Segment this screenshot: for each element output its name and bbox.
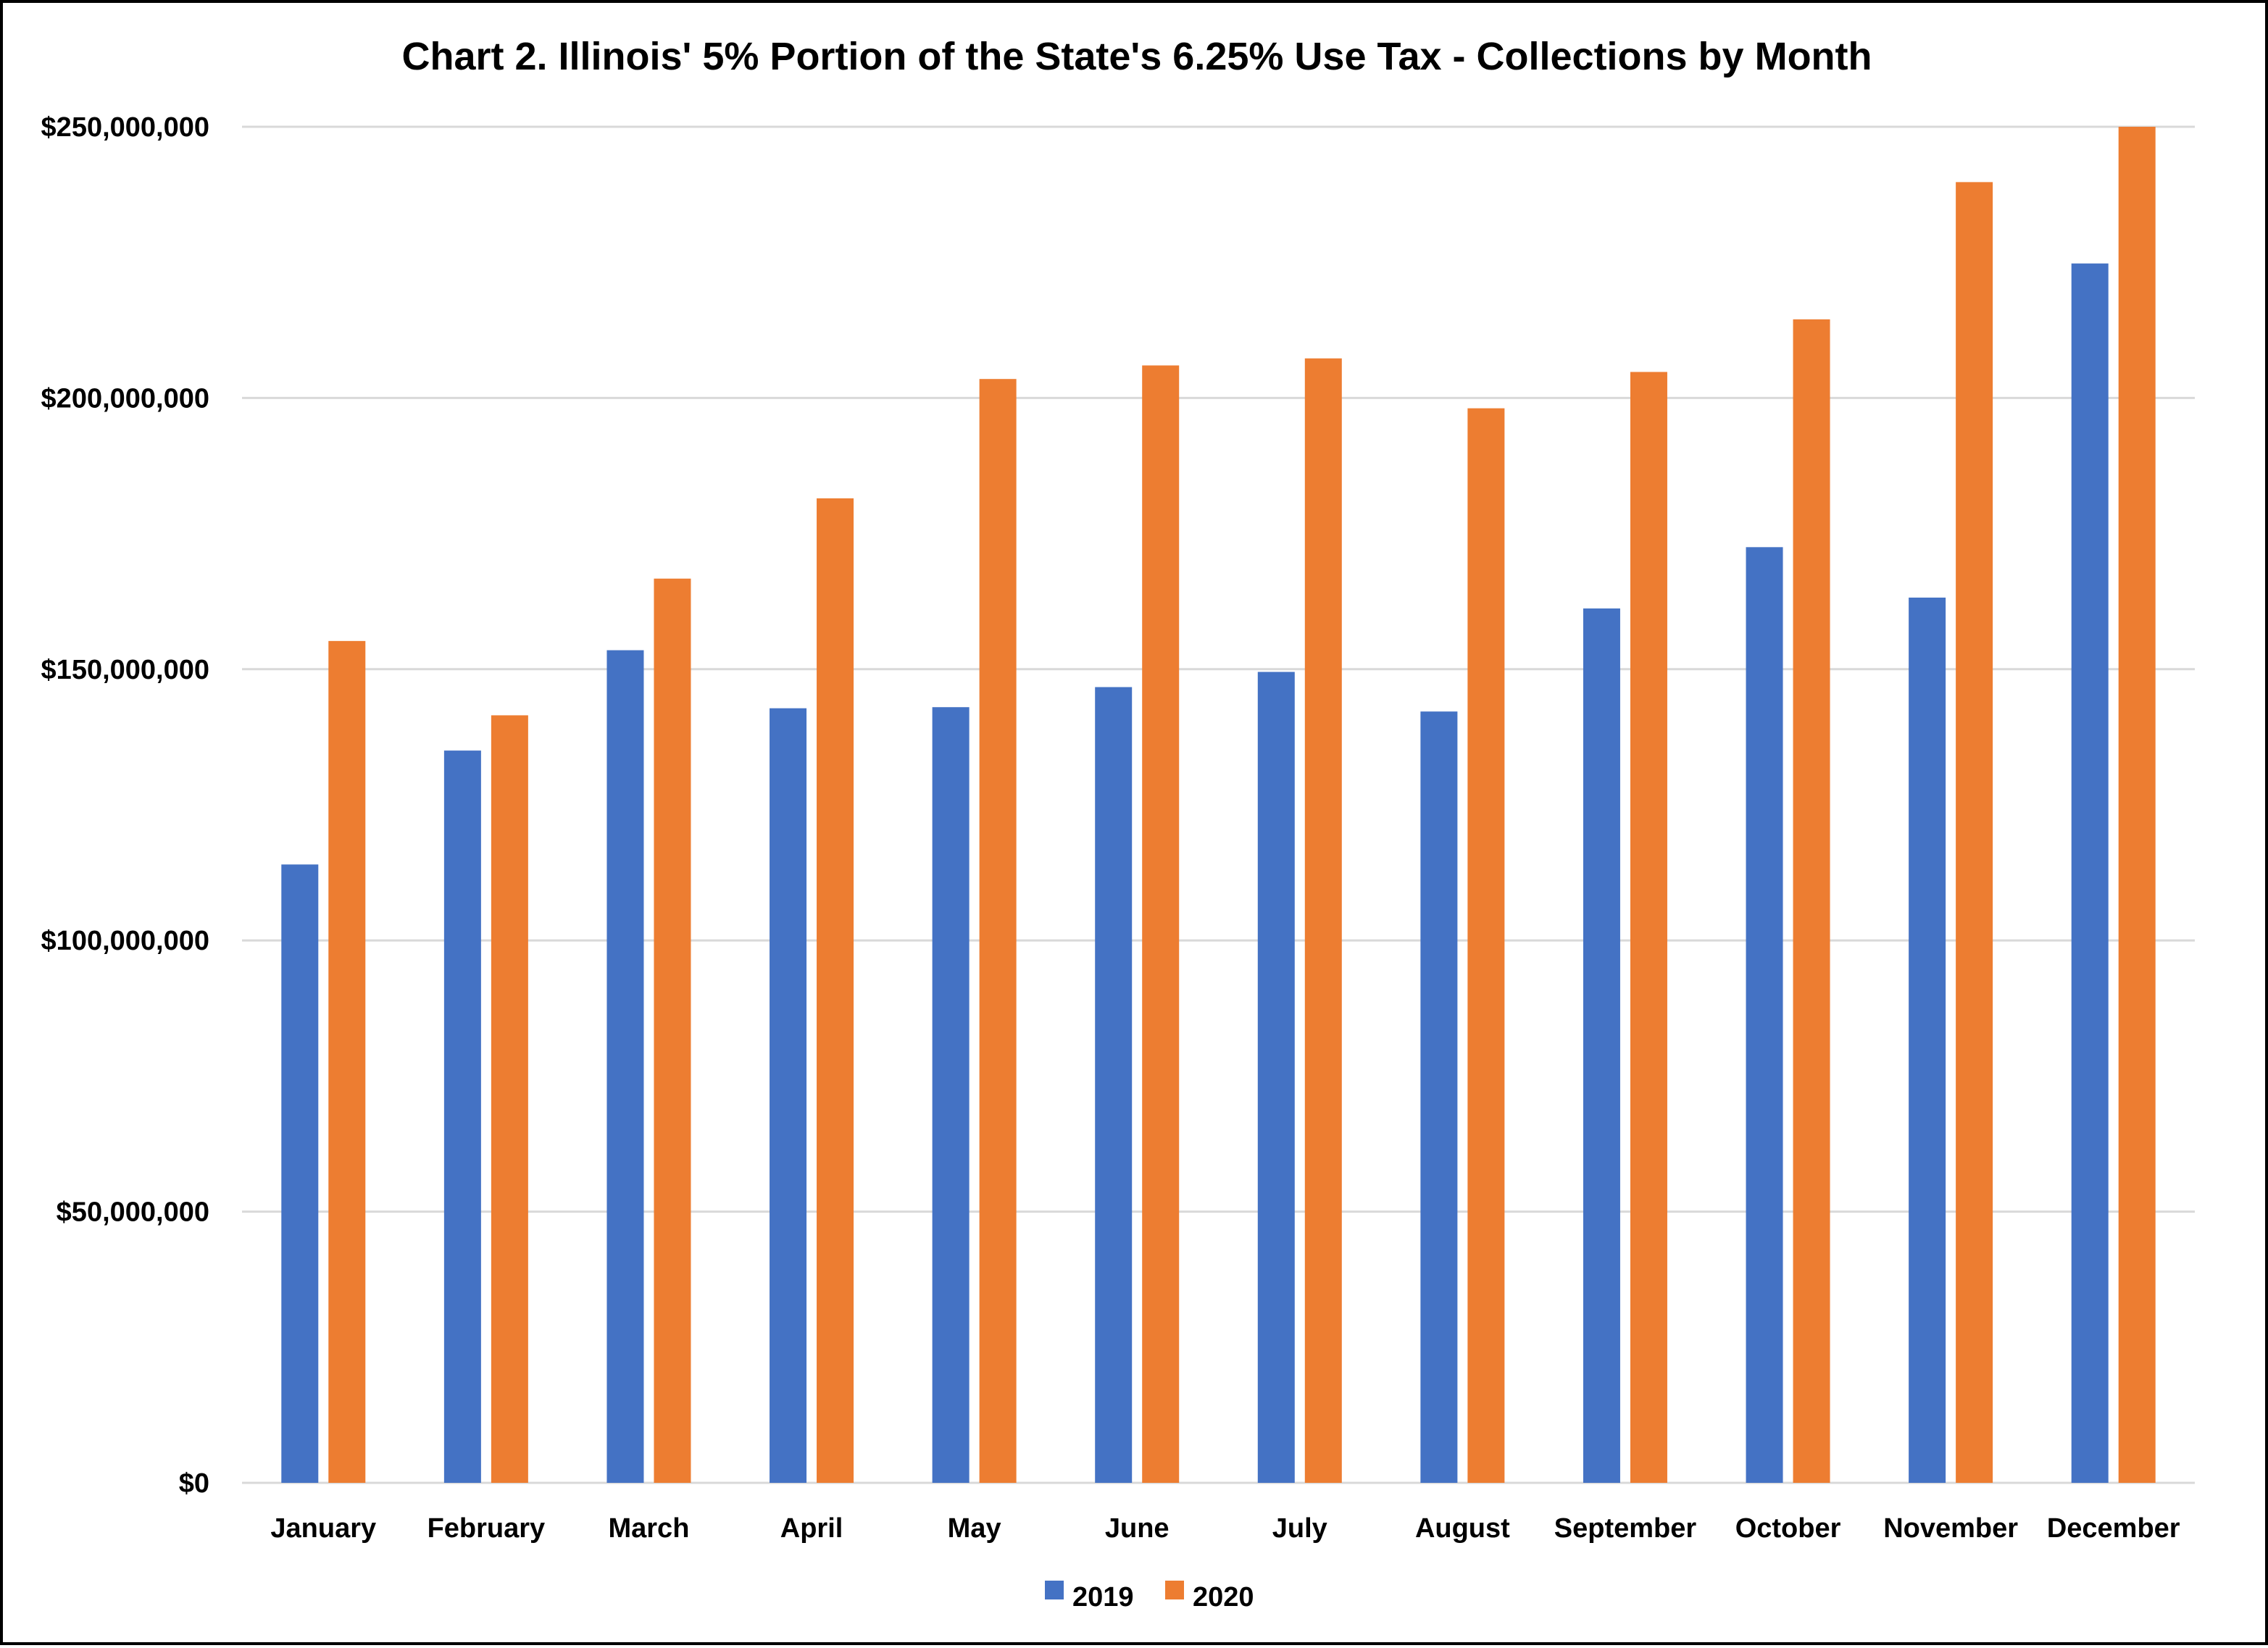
bar-2019-october (1746, 547, 1783, 1483)
bar-2020-january (328, 640, 366, 1483)
bar-2019-february (443, 750, 481, 1483)
y-tick-label: $50,000,000 (57, 1197, 209, 1228)
y-axis-tick-labels: $0 $50,000,000 $100,000,000 $150,000,000 $20… (41, 112, 209, 1499)
legend-label: 2020 (1193, 1582, 1254, 1613)
bar-2019-september (1583, 608, 1620, 1484)
bar-2019-january (281, 864, 319, 1483)
bar-2019-june (1095, 687, 1133, 1483)
gridlines (242, 125, 2195, 1484)
bar-2019-april (770, 708, 807, 1483)
bars (281, 127, 2156, 1484)
y-tick-label: $0 (179, 1468, 209, 1499)
x-tick-label: May (948, 1513, 1001, 1544)
legend-item-2019: 2019 (1045, 1581, 1134, 1613)
x-tick-label: February (428, 1513, 546, 1544)
bar-chart: Chart 2. Illinois' 5% Portion of the Sta… (41, 35, 2195, 1613)
bar-2020-november (1956, 182, 1993, 1484)
y-tick-label: $100,000,000 (41, 926, 209, 956)
x-tick-label: July (1272, 1513, 1327, 1544)
bar-2020-march (654, 578, 691, 1483)
bar-2019-december (2071, 263, 2109, 1483)
bar-2020-february (491, 715, 528, 1483)
x-tick-label: August (1415, 1513, 1510, 1544)
y-tick-label: $150,000,000 (41, 655, 209, 685)
bar-2019-august (1420, 711, 1458, 1483)
x-tick-label: March (608, 1513, 689, 1544)
legend-item-2020: 2020 (1165, 1581, 1254, 1613)
bar-2020-october (1793, 319, 1830, 1484)
bar-2020-august (1467, 408, 1505, 1483)
x-tick-label: June (1105, 1513, 1170, 1544)
legend: 2019 2020 (1045, 1581, 1254, 1613)
chart-title: Chart 2. Illinois' 5% Portion of the Sta… (401, 35, 1872, 78)
y-tick-label: $200,000,000 (41, 383, 209, 414)
x-tick-label: December (2047, 1513, 2180, 1544)
bar-2019-july (1257, 672, 1295, 1484)
x-tick-label: September (1554, 1513, 1697, 1544)
x-tick-label: January (270, 1513, 376, 1544)
x-tick-label: April (780, 1513, 843, 1544)
x-axis-tick-labels: January February March April May June July Augu… (270, 1513, 2180, 1544)
legend-label: 2019 (1072, 1582, 1134, 1613)
legend-swatch (1165, 1581, 1184, 1599)
bar-2020-june (1142, 365, 1180, 1484)
x-tick-label: October (1735, 1513, 1841, 1544)
bar-2020-april (817, 498, 854, 1483)
x-tick-label: November (1883, 1513, 2018, 1544)
bar-2020-july (1304, 358, 1342, 1484)
bar-2020-may (979, 379, 1017, 1483)
bar-2019-march (606, 650, 644, 1483)
y-tick-label: $250,000,000 (41, 112, 209, 143)
bar-2019-november (1909, 597, 1946, 1483)
legend-swatch (1045, 1581, 1064, 1599)
bar-2019-may (932, 707, 970, 1483)
bar-2020-december (2118, 127, 2156, 1483)
bar-2020-september (1630, 372, 1667, 1483)
